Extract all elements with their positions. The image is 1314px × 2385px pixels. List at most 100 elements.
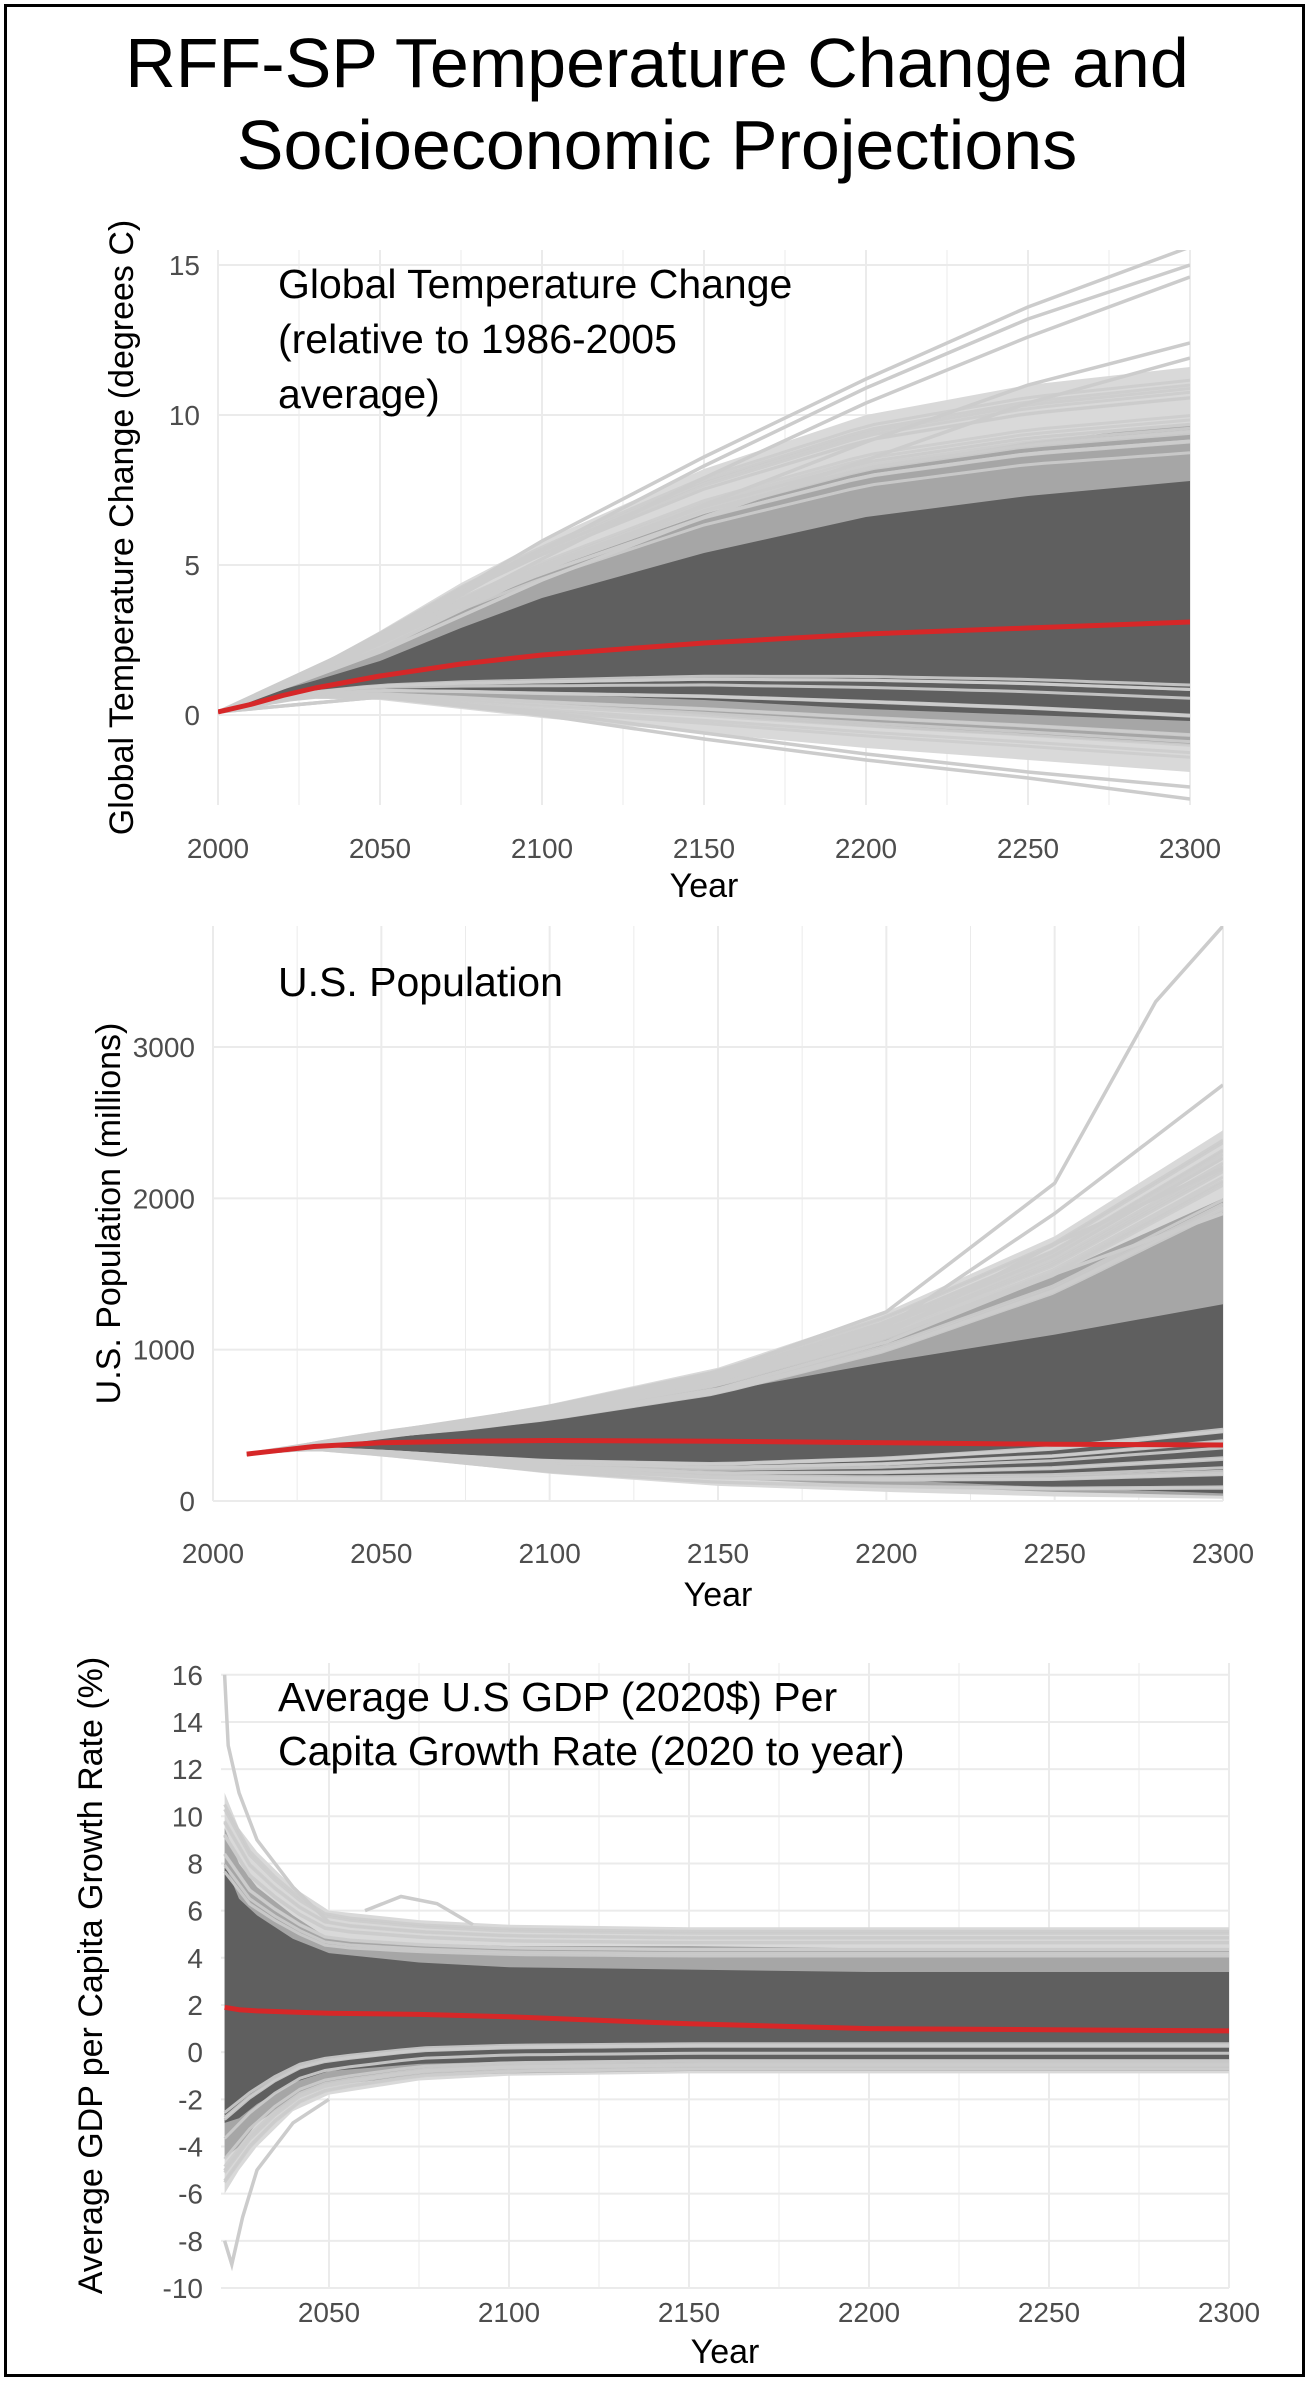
figure-title-line-2: Socioeconomic Projections — [236, 106, 1078, 184]
extreme-line — [218, 275, 1190, 714]
extreme-line — [222, 1674, 331, 1924]
extreme-line — [218, 695, 1190, 789]
panel-title-line: average) — [278, 371, 440, 417]
x-axis-title: Year — [670, 867, 739, 905]
sample-line — [218, 674, 1190, 714]
x-tick-label: 2000 — [182, 1538, 244, 1569]
x-tick-label: 2050 — [350, 1538, 412, 1569]
extreme-line — [218, 263, 1190, 714]
x-tick-label: 2100 — [519, 1538, 581, 1569]
sample-line — [218, 683, 1190, 714]
y-axis-title: U.S. Population (millions) — [90, 1023, 128, 1405]
sample-line — [223, 2067, 1229, 2184]
figure-title: RFF-SP Temperature Change and Socioecono… — [0, 22, 1314, 186]
y-tick-label: 16 — [172, 1660, 203, 1691]
y-tick-label: 6 — [187, 1896, 203, 1927]
panel-title-line: Capita Growth Rate (2020 to year) — [278, 1728, 905, 1774]
y-tick-label: 3000 — [133, 1032, 195, 1063]
x-tick-label: 2250 — [1024, 1538, 1086, 1569]
x-tick-label: 2200 — [855, 1538, 917, 1569]
y-tick-label: 0 — [187, 2037, 203, 2068]
band-inner — [224, 1863, 1229, 2123]
sample-line — [223, 1853, 1229, 1952]
y-tick-label: 0 — [184, 700, 200, 731]
x-tick-label: 2200 — [838, 2297, 900, 2328]
y-tick-label: 15 — [169, 250, 200, 281]
sample-line — [223, 2044, 1229, 2119]
x-tick-label: 2000 — [187, 833, 249, 864]
median-line — [246, 1438, 1223, 1457]
y-tick-label: 12 — [172, 1754, 203, 1785]
sample-line — [246, 1447, 1223, 1481]
sample-line — [223, 2062, 1229, 2168]
x-tick-label: 2150 — [658, 2297, 720, 2328]
extreme-line — [364, 1894, 474, 1927]
sample-line — [223, 1803, 1229, 1933]
sample-line — [223, 1834, 1229, 1945]
sample-line — [218, 689, 1190, 718]
chart-panel-3: 2050 2100 2150 2200 2250 2300 16 14 12 10 8 6 4 2 0 -2 -… — [72, 1657, 1260, 2371]
x-tick-label: 2100 — [478, 2297, 540, 2328]
sample-line — [223, 1821, 1229, 1940]
chart-panel-2: 2000 2050 2100 2150 2200 2250 2300 0 1000 2000 300… — [90, 926, 1254, 1614]
y-tick-label: -6 — [178, 2179, 203, 2210]
panel-title-line: U.S. Population — [278, 959, 563, 1005]
chart-content — [246, 926, 1223, 1499]
x-tick-label: 2150 — [687, 1538, 749, 1569]
x-tick-label: 2250 — [997, 833, 1059, 864]
y-tick-label: 10 — [172, 1801, 203, 1832]
panel-title-line: Average U.S GDP (2020$) Per — [278, 1674, 837, 1720]
y-tick-label: 14 — [172, 1707, 203, 1738]
sample-lines — [223, 1803, 1229, 2184]
median-line — [218, 619, 1190, 715]
y-axis-title: Global Temperature Change (degrees C) — [103, 220, 141, 836]
extreme-line — [246, 1211, 1223, 1456]
extreme-line — [218, 341, 1190, 714]
sample-line — [223, 2051, 1229, 2140]
x-tick-label: 2200 — [835, 833, 897, 864]
y-tick-label: 8 — [187, 1848, 203, 1879]
extreme-line — [218, 250, 1187, 714]
x-tick-label: 2300 — [1192, 1538, 1254, 1569]
x-tick-label: 2150 — [673, 833, 735, 864]
sample-line — [218, 451, 1190, 714]
sample-line — [223, 1808, 1229, 1935]
x-tick-label: 2300 — [1198, 2297, 1260, 2328]
x-tick-label: 2100 — [511, 833, 573, 864]
extreme-line — [222, 2097, 330, 2272]
y-tick-label: 5 — [184, 550, 200, 581]
x-axis-title: Year — [684, 1576, 753, 1614]
y-tick-label: 0 — [179, 1486, 195, 1517]
y-tick-label: -4 — [178, 2131, 203, 2162]
x-axis-title: Year — [691, 2333, 760, 2371]
sample-line — [246, 1429, 1223, 1466]
panel-title-line: (relative to 1986-2005 — [278, 316, 677, 362]
x-tick-label: 2250 — [1018, 2297, 1080, 2328]
chart-content — [222, 1674, 1229, 2272]
median-line — [224, 2004, 1229, 2034]
y-tick-label: -10 — [163, 2273, 203, 2304]
y-tick-label: 1000 — [133, 1335, 195, 1366]
extreme-line — [218, 356, 1190, 714]
y-axis-title: Average GDP per Capita Growth Rate (%) — [72, 1657, 110, 2294]
band-inner — [218, 481, 1190, 721]
y-tick-label: -2 — [178, 2084, 203, 2115]
x-tick-label: 2300 — [1159, 833, 1221, 864]
chart-panel-1: 2000 2050 2100 2150 2200 2250 2300 0 5 10 15 Year Gl… — [103, 220, 1221, 905]
sample-line — [223, 2059, 1229, 2160]
chart-content — [218, 250, 1190, 801]
x-tick-label: 2050 — [349, 833, 411, 864]
y-tick-label: 2000 — [133, 1183, 195, 1214]
sample-line — [223, 1864, 1229, 1955]
x-tick-label: 2050 — [298, 2297, 360, 2328]
figure-title-line-1: RFF-SP Temperature Change and — [125, 24, 1189, 102]
sample-line — [223, 2042, 1229, 2114]
sample-line — [223, 1870, 1229, 1958]
panel-title-line: Global Temperature Change — [278, 261, 792, 307]
y-tick-label: -8 — [178, 2226, 203, 2257]
y-tick-label: 4 — [187, 1943, 203, 1974]
band-inner — [246, 1304, 1223, 1494]
y-tick-label: 10 — [169, 400, 200, 431]
y-tick-label: 2 — [187, 1990, 203, 2021]
